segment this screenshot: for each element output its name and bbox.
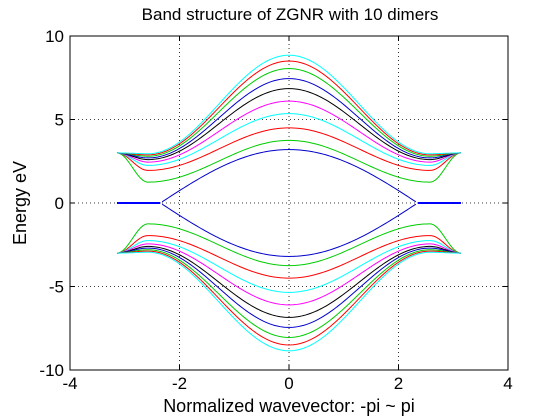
valence-band-8 bbox=[116, 250, 462, 346]
valence-band-6 bbox=[116, 247, 462, 328]
x-tick-label: 4 bbox=[503, 374, 512, 393]
chart-title: Band structure of ZGNR with 10 dimers bbox=[142, 5, 439, 24]
band-curves bbox=[116, 54, 462, 352]
valence-band-5 bbox=[116, 245, 462, 318]
valence-band-3 bbox=[116, 240, 462, 293]
valence-band-0 bbox=[161, 203, 417, 257]
x-tick-label: 2 bbox=[394, 374, 403, 393]
valence-band-1 bbox=[116, 223, 462, 267]
conduction-band-2 bbox=[116, 127, 462, 171]
y-tick-label: -10 bbox=[39, 361, 64, 380]
y-tick-label: -5 bbox=[49, 278, 64, 297]
x-axis-label: Normalized wavevector: -pi ~ pi bbox=[163, 396, 415, 416]
conduction-band-9 bbox=[116, 54, 462, 155]
y-tick-label: 0 bbox=[55, 194, 64, 213]
conduction-band-5 bbox=[116, 88, 462, 161]
valence-band-7 bbox=[116, 249, 462, 338]
x-tick-label: -4 bbox=[62, 374, 77, 393]
conduction-band-8 bbox=[116, 60, 462, 156]
x-tick-label: 0 bbox=[284, 374, 293, 393]
conduction-band-6 bbox=[116, 78, 462, 159]
conduction-band-4 bbox=[116, 100, 462, 163]
x-tick-label: -2 bbox=[172, 374, 187, 393]
conduction-band-7 bbox=[116, 68, 462, 157]
valence-band-9 bbox=[116, 251, 462, 352]
y-axis-label: Energy eV bbox=[10, 161, 30, 245]
conduction-band-0 bbox=[161, 149, 417, 203]
valence-band-4 bbox=[116, 243, 462, 306]
conduction-band-1 bbox=[116, 139, 462, 183]
axis-ticks: -4 -2 0 2 4 -10 -5 0 5 10 bbox=[39, 27, 512, 393]
y-tick-label: 5 bbox=[55, 111, 64, 130]
y-tick-label: 10 bbox=[45, 27, 64, 46]
valence-band-2 bbox=[116, 235, 462, 279]
conduction-band-3 bbox=[116, 113, 462, 166]
